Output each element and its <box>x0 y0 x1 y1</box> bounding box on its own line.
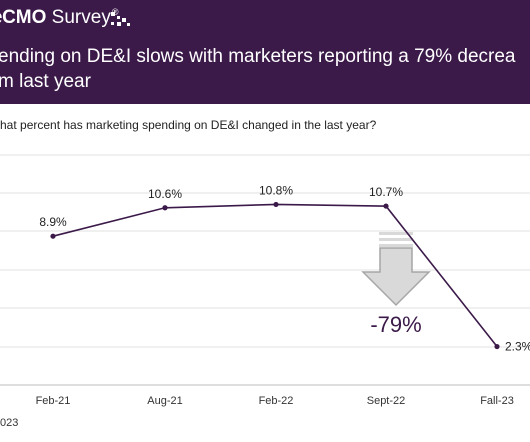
x-tick-label: Feb-22 <box>259 395 294 407</box>
chart-data-labels: 8.9% 10.6% 10.8% 10.7% 2.3% <box>39 183 530 353</box>
data-label: 10.7% <box>369 185 403 199</box>
x-tick-label: Fall-23 <box>480 395 514 407</box>
header-banner: eCMO Survey® ending on DE&I slows with m… <box>0 0 530 104</box>
data-label: 10.8% <box>259 183 293 197</box>
down-arrow-icon <box>361 232 431 307</box>
brand-prefix: e <box>0 7 3 28</box>
headline-line-2: m last year <box>0 71 91 92</box>
brand-name-rest: Survey <box>46 7 111 28</box>
x-tick-label: Feb-21 <box>36 395 71 407</box>
data-point <box>50 233 56 239</box>
survey-question: hat percent has marketing spending on DE… <box>0 118 377 132</box>
series-line <box>52 203 498 348</box>
source-footer: 023 <box>0 417 19 429</box>
arrow-stripe <box>379 232 413 235</box>
chart-gridlines <box>0 154 530 386</box>
brand-dots-icon <box>111 12 130 26</box>
data-label: 8.9% <box>39 215 67 229</box>
x-tick-label: Aug-21 <box>147 395 182 407</box>
headline-line-1: ending on DE&I slows with marketers repo… <box>0 46 516 67</box>
data-point <box>162 205 168 211</box>
data-label: 2.3% <box>505 340 530 354</box>
x-tick-label: Sept-22 <box>367 395 406 407</box>
arrow-stripe <box>379 238 413 241</box>
chart-x-axis: Feb-21 Aug-21 Feb-22 Sept-22 Fall-23 <box>36 395 514 407</box>
data-point <box>494 343 500 350</box>
arrow-shape <box>361 247 431 307</box>
chart-series <box>50 201 500 350</box>
data-label: 10.6% <box>148 187 182 201</box>
headline: ending on DE&I slows with marketers repo… <box>0 44 530 94</box>
arrow-stripe <box>379 244 413 247</box>
brand-registered-mark: ® <box>111 7 119 17</box>
annotation-label: -79% <box>370 312 421 337</box>
brand-logo: eCMO Survey® <box>0 7 118 31</box>
data-point <box>383 203 389 209</box>
data-point <box>273 201 279 208</box>
brand-name-bold: CMO <box>2 7 47 28</box>
